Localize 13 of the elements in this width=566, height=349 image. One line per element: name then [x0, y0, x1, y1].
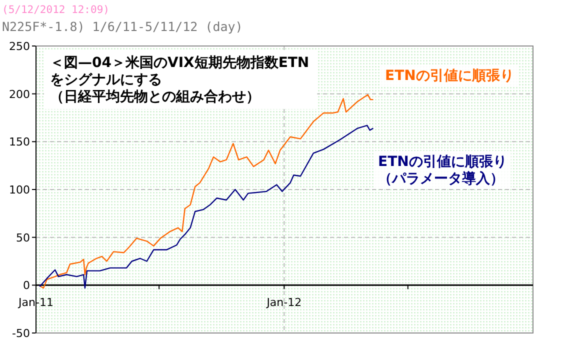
x-tick-label: Jan-12 — [266, 296, 302, 310]
y-tick-label: 250 — [9, 40, 30, 53]
y-tick-label: 100 — [9, 184, 30, 196]
y-tick-label: 50 — [16, 231, 30, 244]
y-tick-label: 200 — [9, 88, 30, 101]
y-tick-label: 150 — [9, 136, 30, 149]
y-tick-label: 0 — [23, 279, 30, 292]
series-label: ETNの引値に順張り（パラメータ導入） — [378, 154, 507, 187]
y-tick-label: -50 — [12, 327, 30, 340]
text: (5/12/2012 12:09) — [2, 4, 110, 16]
series-label: ETNの引値に順張り — [385, 68, 514, 84]
text: ＜図—04＞米国のVIX短期先物指数ETNをシグナルにする（日経平均先物との組み合わせ） — [50, 55, 310, 105]
chart-subtitle: N225F*-1.8) 1/6/11-5/11/12 (day) — [2, 19, 243, 34]
